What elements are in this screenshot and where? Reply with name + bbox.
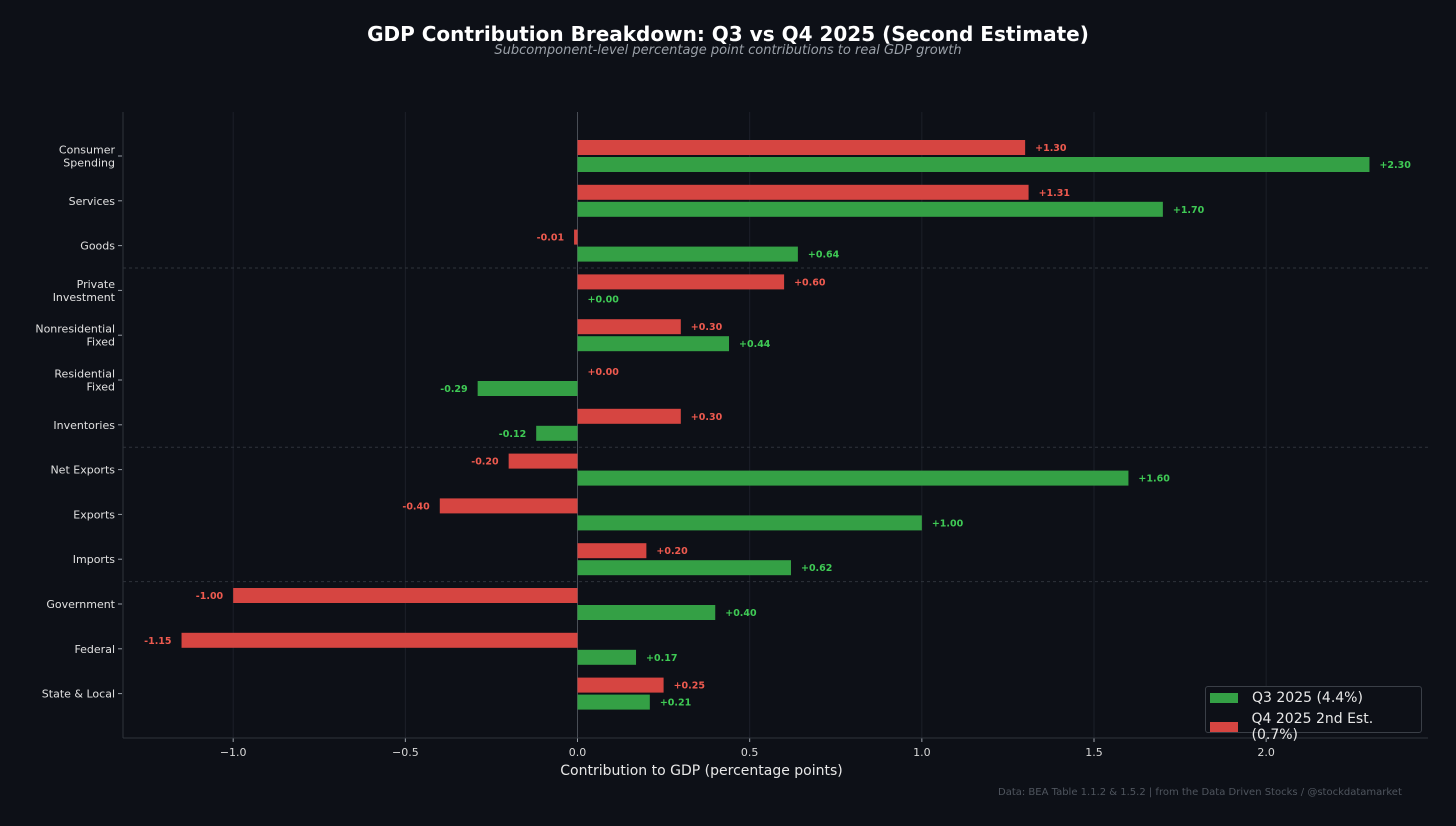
data-label-q4: +0.20 — [656, 546, 688, 557]
data-label-q3: +0.62 — [801, 563, 832, 574]
data-label-q4: -0.40 — [402, 501, 430, 512]
x-tick-label: 1.5 — [1085, 746, 1103, 759]
data-label-q3: +1.00 — [932, 518, 964, 529]
data-label-q3: -0.29 — [440, 384, 467, 395]
bar-q3 — [577, 515, 922, 531]
data-label-q3: +1.60 — [1138, 474, 1170, 485]
bar-q3 — [577, 336, 730, 352]
legend-label-q3: Q3 2025 (4.4%) — [1252, 690, 1363, 706]
x-axis-label: Contribution to GDP (percentage points) — [560, 763, 842, 779]
legend-item-q4: Q4 2025 2nd Est. (0.7%) — [1210, 711, 1421, 743]
x-tick-label: −1.0 — [220, 746, 247, 759]
y-tick-label: Services — [69, 195, 116, 208]
chart-subtitle: Subcomponent-level percentage point cont… — [494, 43, 962, 58]
data-label-q4: -0.01 — [537, 233, 564, 244]
bar-q3 — [577, 560, 791, 576]
data-label-q4: +1.31 — [1039, 188, 1070, 199]
data-label-q4: +0.25 — [674, 681, 705, 692]
x-tick-label: 0.5 — [741, 746, 759, 759]
y-tick-label: Government — [46, 598, 115, 611]
y-tick-label: Exports — [73, 508, 115, 521]
bar-q3 — [577, 246, 798, 262]
data-label-q4: +0.30 — [691, 412, 723, 423]
bar-q3 — [536, 425, 578, 441]
y-tick-label: Imports — [73, 553, 116, 566]
bar-q4 — [439, 498, 578, 514]
legend-swatch-q4 — [1210, 722, 1238, 732]
data-label-q4: +1.30 — [1035, 143, 1067, 154]
data-label-q4: +0.00 — [588, 367, 620, 378]
data-label-q3: +2.30 — [1379, 160, 1411, 171]
bar-q4 — [577, 140, 1026, 155]
data-label-q3: +0.44 — [739, 339, 771, 350]
y-tick-label: Inventories — [53, 419, 115, 432]
bar-q4 — [233, 588, 578, 603]
y-tick-label: State & Local — [42, 688, 115, 701]
x-tick-label: 0.0 — [569, 746, 587, 759]
bar-q3 — [577, 694, 650, 710]
legend: Q3 2025 (4.4%) Q4 2025 2nd Est. (0.7%) — [1205, 686, 1422, 743]
y-tick-label: Residential Fixed — [54, 368, 115, 394]
y-tick-label: Goods — [80, 240, 115, 253]
bar-q3 — [577, 201, 1163, 217]
bar-q4 — [577, 677, 664, 693]
data-label-q3: -0.12 — [499, 429, 526, 440]
y-tick-label: Federal — [74, 643, 115, 656]
x-tick-label: −0.5 — [392, 746, 419, 759]
y-tick-label: Nonresidential Fixed — [35, 323, 115, 349]
chart-title: GDP Contribution Breakdown: Q3 vs Q4 202… — [367, 22, 1089, 46]
y-tick-label: Private Investment — [53, 278, 116, 304]
bar-q4 — [508, 453, 578, 469]
data-label-q3: +1.70 — [1173, 205, 1205, 216]
data-label-q3: +0.17 — [646, 653, 677, 664]
bar-q3 — [577, 605, 716, 620]
data-label-q4: +0.60 — [794, 277, 826, 288]
bar-q3 — [477, 381, 578, 396]
bar-q3 — [577, 157, 1370, 172]
data-label-q4: +0.30 — [691, 322, 723, 333]
bar-q4 — [577, 408, 681, 424]
y-tick-label: Net Exports — [50, 464, 115, 477]
bar-q3 — [577, 470, 1129, 486]
x-tick-label: 2.0 — [1257, 746, 1275, 759]
legend-label-q4: Q4 2025 2nd Est. (0.7%) — [1251, 711, 1374, 743]
bar-q4 — [574, 229, 578, 245]
x-tick-label: 1.0 — [913, 746, 931, 759]
data-label-q4: -1.00 — [196, 591, 224, 602]
data-label-q3: +0.64 — [808, 250, 840, 261]
bar-q4 — [577, 543, 647, 559]
legend-item-q3: Q3 2025 (4.4%) — [1210, 690, 1363, 706]
y-tick-label: Consumer Spending — [59, 144, 116, 170]
data-label-q3: +0.21 — [660, 698, 691, 709]
source-footer: Data: BEA Table 1.1.2 & 1.5.2 | from the… — [998, 787, 1402, 798]
data-label-q4: -0.20 — [471, 457, 499, 468]
bar-q4 — [577, 319, 681, 335]
data-label-q3: +0.00 — [588, 294, 620, 305]
bar-q4 — [577, 274, 785, 290]
bar-q4 — [181, 632, 578, 648]
bar-q3 — [577, 649, 637, 665]
data-label-q4: -1.15 — [144, 636, 171, 647]
bar-q4 — [577, 184, 1029, 200]
legend-swatch-q3 — [1210, 693, 1238, 703]
data-label-q3: +0.40 — [725, 608, 757, 619]
